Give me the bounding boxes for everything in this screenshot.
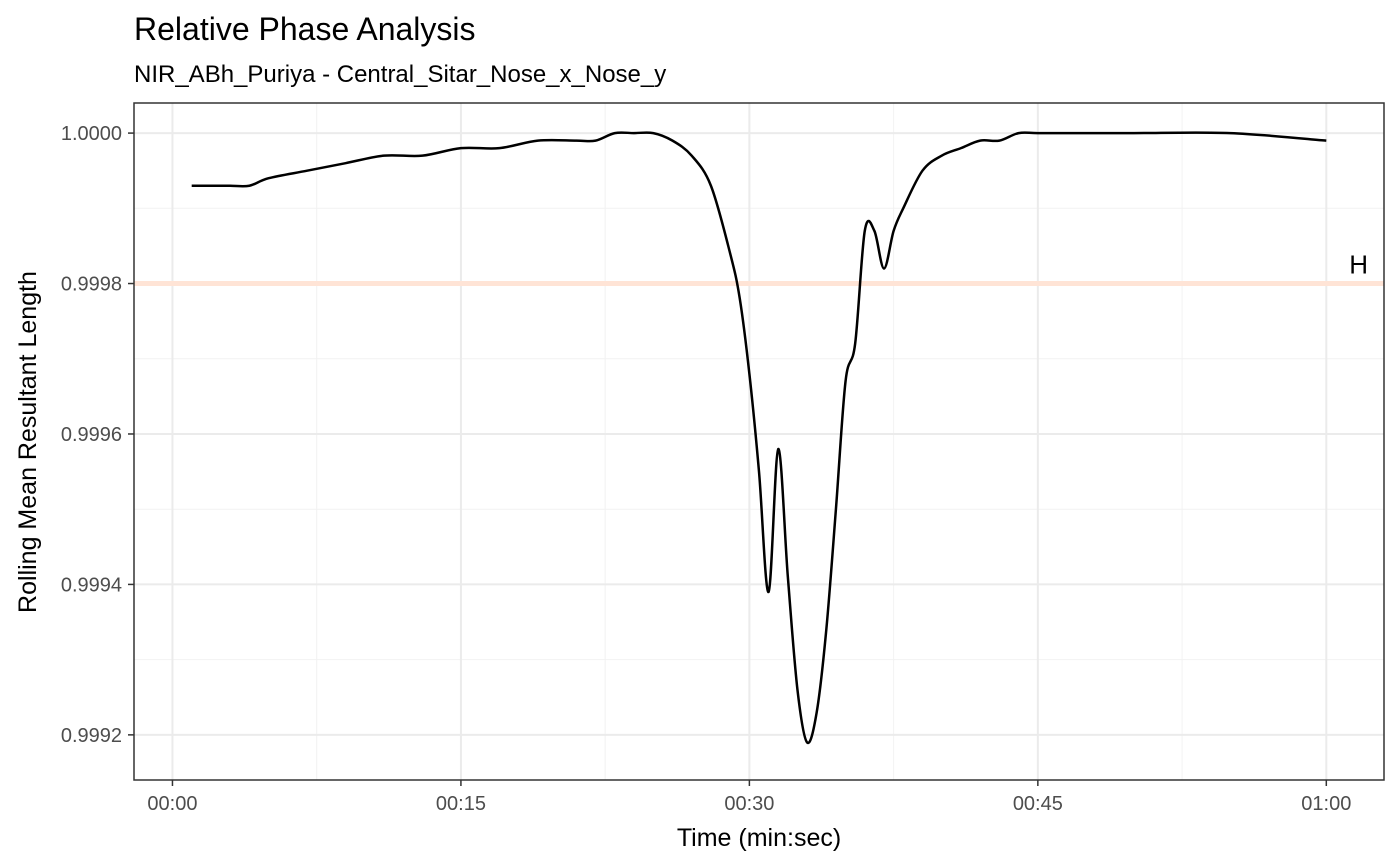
y-tick-label: 1.0000 [61,123,122,145]
chart-title: Relative Phase Analysis [134,11,476,47]
x-axis-title: Time (min:sec) [677,824,841,852]
series-line [191,131,1327,745]
plot-area: H 00:00 00:15 00:30 00:45 01:00 0.9992 0.9994 0.… [61,102,1385,815]
y-axis-title: Rolling Mean Resultant Length [14,271,42,613]
x-tick-label: 00:30 [724,793,774,815]
chart-subtitle: NIR_ABh_Puriya - Central_Sitar_Nose_x_No… [134,61,666,88]
y-tick-label: 0.9994 [61,574,122,596]
x-tick-label: 00:00 [147,793,197,815]
y-tick-label: 0.9996 [61,424,122,446]
x-tick-label: 00:45 [1013,793,1063,815]
threshold-label: H [1349,250,1368,280]
plot-border [133,102,1385,781]
plot-background [134,103,1384,780]
x-tick-label: 01:00 [1301,793,1351,815]
y-tick-label: 0.9998 [61,274,122,296]
x-tick-label: 00:15 [436,793,486,815]
y-tick-label: 0.9992 [61,725,122,747]
